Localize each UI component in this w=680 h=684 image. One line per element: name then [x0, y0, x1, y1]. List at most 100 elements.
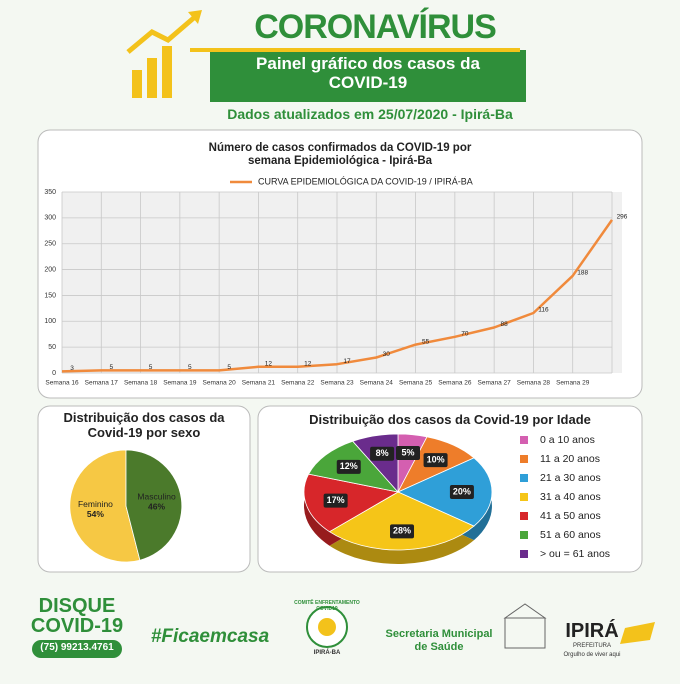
x-tick-label: Semana 21	[242, 380, 276, 387]
y-tick-label: 150	[44, 292, 56, 299]
data-label: 116	[538, 307, 549, 314]
y-tick-label: 300	[44, 215, 56, 222]
banner-line	[190, 48, 520, 52]
label-box	[423, 453, 448, 468]
category-label: Feminino	[78, 499, 113, 509]
x-tick-label: Semana 27	[478, 380, 512, 387]
label-box	[395, 446, 420, 461]
legend-label: 11 a 20 anos	[540, 453, 600, 465]
y-tick-label: 250	[44, 241, 56, 248]
legend-label: 31 a 40 anos	[540, 491, 601, 503]
x-tick-label: Semana 19	[163, 380, 197, 387]
label-box	[390, 524, 415, 539]
legend-swatch	[520, 531, 528, 539]
label-box	[449, 485, 474, 499]
slice	[125, 449, 183, 561]
data-label: 17	[343, 358, 351, 365]
chart-title: Número de casos confirmados da COVID-19 …	[208, 142, 472, 167]
legend-label: 0 a 10 anos	[540, 434, 595, 446]
category-label: Masculino	[137, 491, 176, 501]
x-tick-label: Semana 22	[281, 380, 315, 387]
y-tick-label: 100	[44, 318, 56, 325]
data-label: 8%	[376, 448, 389, 458]
legend-label: > ou = 61 anos	[540, 548, 610, 560]
legend-label: CURVA EPIDEMIOLÓGICA DA COVID-19 / IPIRÁ…	[258, 176, 473, 186]
x-tick-label: Semana 16	[45, 380, 79, 387]
legend-label: 41 a 50 anos	[540, 510, 601, 522]
legend-swatch	[520, 474, 528, 482]
data-label: 5	[149, 364, 153, 371]
motto: Orgulho de viver aqui	[563, 652, 621, 658]
y-tick-label: 200	[44, 266, 56, 273]
data-label: 54%	[87, 509, 104, 519]
city: IPIRÁ	[565, 620, 619, 642]
chart-title: Distribuição dos casos da Covid-19 por I…	[309, 412, 591, 427]
x-tick-label: Semana 18	[124, 380, 158, 387]
x-tick-label: Semana 23	[320, 380, 354, 387]
building-roof	[503, 603, 547, 619]
legend-swatch	[520, 550, 528, 558]
data-label: 17%	[327, 495, 345, 505]
data-label: 5	[188, 364, 192, 371]
secretariat: Secretaria Municipal de Saúde	[385, 628, 493, 653]
committee-sun	[318, 618, 336, 636]
icon-bar	[147, 58, 157, 98]
plot-area	[62, 192, 622, 373]
chart-title: Distribuição dos casos da Covid-19 por s…	[63, 410, 225, 440]
city-sub: PREFEITURA	[572, 643, 611, 649]
phone-pill	[32, 640, 122, 658]
x-tick-label: Semana 26	[438, 380, 472, 387]
x-tick-label: Semana 25	[399, 380, 433, 387]
data-label: 46%	[148, 501, 165, 511]
y-tick-label: 350	[44, 189, 56, 196]
x-tick-label: Semana 28	[517, 380, 551, 387]
y-tick-label: 50	[48, 344, 56, 351]
data-label: 5%	[401, 447, 414, 457]
icon-bar	[132, 70, 142, 98]
committee: COMITÊ ENFRENTAMENTO COVID19	[294, 600, 360, 612]
data-label: 20%	[453, 486, 471, 496]
legend-swatch	[520, 493, 528, 501]
data-label: 188	[577, 269, 588, 276]
line-series	[61, 219, 614, 373]
data-label: 296	[617, 214, 628, 221]
x-tick-label: Semana 24	[360, 380, 394, 387]
slice	[328, 491, 475, 551]
icon-arrow	[126, 14, 198, 54]
slice	[397, 457, 493, 527]
data-label: 70	[461, 331, 469, 338]
legend-label: 21 a 30 anos	[540, 472, 601, 484]
banner	[210, 50, 526, 102]
label-box	[336, 459, 361, 474]
data-label: 28%	[393, 526, 411, 536]
x-tick-label: Semana 29	[556, 380, 590, 387]
x-tick-label: Semana 17	[85, 380, 119, 387]
data-label: 88	[501, 321, 509, 328]
phone: (75) 99213.4761	[40, 642, 114, 653]
slice	[303, 473, 400, 533]
icon-bar	[162, 46, 172, 98]
data-label: 12	[265, 361, 273, 368]
data-label: 5	[227, 364, 231, 371]
y-tick-label: 0	[52, 370, 56, 377]
data-label: 12	[304, 361, 312, 368]
legend-swatch	[520, 455, 528, 463]
slice	[69, 449, 141, 563]
data-label: 12%	[340, 461, 358, 471]
header-subtitle: Painel gráfico dos casos da COVID-19	[256, 54, 480, 92]
legend-label: 51 a 60 anos	[540, 529, 601, 541]
x-tick-label: Semana 20	[203, 380, 237, 387]
hotline-title: DISQUE COVID-19	[30, 595, 124, 637]
flag-icon	[620, 622, 655, 644]
data-label: 55	[422, 338, 430, 345]
icon-arrowhead	[188, 10, 202, 24]
committee-place: IPIRÁ-BA	[313, 650, 341, 656]
data-label: 10%	[427, 454, 445, 464]
label-box	[370, 446, 395, 461]
data-label: 5	[109, 364, 113, 371]
label-box	[323, 493, 348, 508]
data-label: 30	[383, 351, 391, 358]
data-label: 3	[70, 365, 74, 372]
